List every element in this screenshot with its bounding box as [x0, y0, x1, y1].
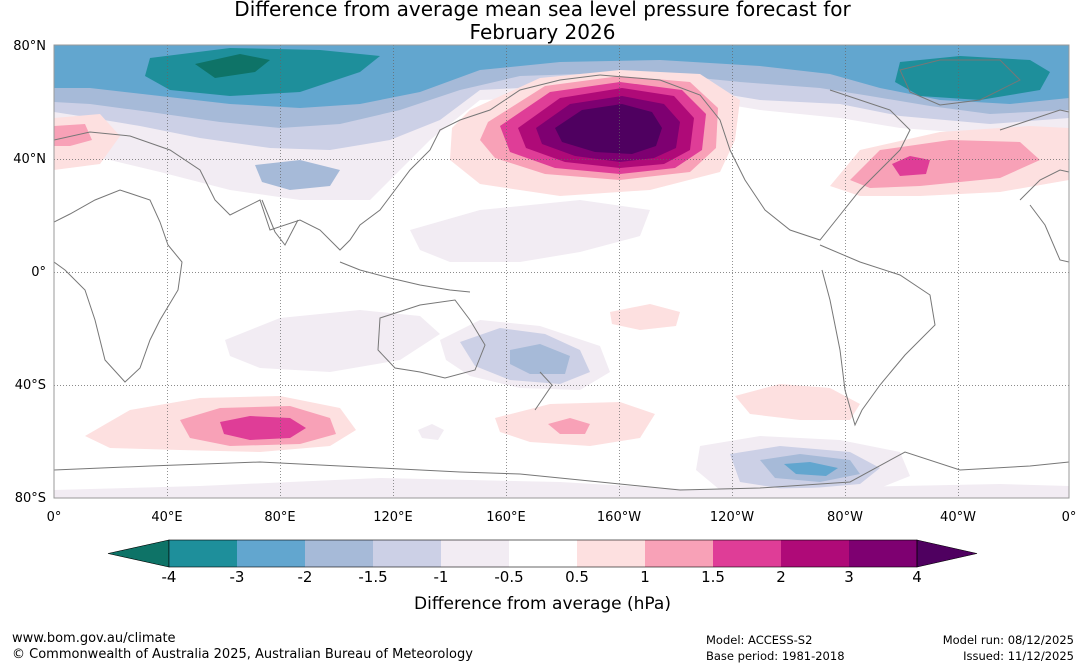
indonesia-coast: [339, 261, 471, 293]
small-low-0.5: [418, 424, 444, 440]
lat-label-80n: 80°N: [13, 39, 46, 54]
colorbar-tick-label: -1.5: [358, 568, 388, 586]
natl-high-1.5: [892, 156, 930, 176]
colorbar-segment: [713, 540, 781, 567]
colorbar-tick-label: -3: [229, 568, 245, 586]
colorbar-segment: [305, 540, 373, 567]
lon-label-0: 0°: [46, 510, 62, 525]
colorbar-tick-label: -0.5: [494, 568, 524, 586]
lon-label-120w: 120°W: [709, 510, 755, 525]
graticule: [54, 45, 1069, 498]
lon-label-40w: 40°W: [940, 510, 976, 525]
footer-copyright: © Commonwealth of Australia 2025, Austra…: [12, 647, 473, 662]
colorbar-frame: [168, 539, 918, 568]
coastlines: [54, 59, 1069, 491]
colorbar-segment: [509, 540, 577, 567]
tasman-low-1.5: [510, 344, 570, 374]
australia-coast: [377, 299, 486, 379]
spac-high-0.5: [610, 304, 680, 330]
arctic-low-4: [195, 54, 270, 78]
colorbar-segment: [781, 540, 849, 567]
map-title-line2: February 2026: [469, 20, 616, 44]
arctic-low-3-west: [145, 48, 380, 96]
tropics-low-0.5: [410, 200, 650, 262]
lon-label-80e: 80°E: [264, 510, 296, 525]
europe-coast: [999, 109, 1069, 201]
lon-label-0-east: 0°: [1061, 510, 1077, 525]
colorbar-segment: [169, 540, 237, 567]
colorbar-tick-label: -4: [161, 568, 177, 586]
lon-label-160w: 160°W: [596, 510, 642, 525]
anomaly-fields: [54, 45, 1069, 498]
footer-model: Model: ACCESS-S2: [706, 633, 813, 647]
ssa-high-0.5: [735, 384, 860, 420]
colorbar-segment: [237, 540, 305, 567]
map-frame: [53, 44, 1070, 499]
colorbar-segment: [645, 540, 713, 567]
antarctica-coast: [54, 451, 1069, 491]
colorbar-tick-label: 0.5: [565, 568, 589, 586]
greenland-coast: [899, 59, 1021, 106]
africa-coast: [54, 189, 183, 383]
asia-low-patch: [255, 160, 340, 190]
colorbar-tick-label: 2: [776, 568, 786, 586]
footer-model-run: Model run: 08/12/2025: [942, 633, 1074, 647]
colorbar-tick-label: 1.5: [701, 568, 725, 586]
map-title-line1: Difference from average mean sea level p…: [234, 0, 851, 21]
indian-low-0.5: [225, 310, 440, 372]
nz-coast: [534, 371, 553, 411]
arctic-low-3-east: [895, 56, 1050, 100]
colorbar-segment: [577, 540, 645, 567]
footer-website: www.bom.gov.au/climate: [12, 631, 176, 646]
lat-label-eq: 0°: [31, 265, 46, 280]
colorbar-tick-label: -2: [297, 568, 313, 586]
lon-label-120e: 120°E: [373, 510, 413, 525]
npac-high-4: [555, 104, 662, 154]
lon-label-40e: 40°E: [151, 510, 183, 525]
colorbar-tick-label: 4: [912, 568, 922, 586]
south-america-coast: [819, 244, 936, 427]
west-high-1: [54, 124, 92, 146]
colorbar-segment: [373, 540, 441, 567]
colorbar-extend-min: [107, 539, 170, 568]
sind-high-1.5: [220, 416, 306, 440]
colorbar-title: Difference from average (hPa): [414, 594, 671, 614]
colorbar-tick-label: 1: [640, 568, 650, 586]
spac-high2-1: [548, 418, 590, 434]
india-coast: [261, 199, 299, 246]
amund-low-2: [784, 462, 838, 476]
colorbar-segment: [441, 540, 509, 567]
colorbar: [107, 539, 978, 568]
footer-issued: Issued: 11/12/2025: [963, 649, 1074, 663]
lat-label-40n: 40°N: [13, 152, 46, 167]
antarctic-weak-0.5: [54, 478, 1069, 498]
colorbar-tick-label: -1: [433, 568, 449, 586]
lat-label-80s: 80°S: [14, 491, 46, 506]
lon-label-160e: 160°E: [486, 510, 526, 525]
north-america-coast: [599, 74, 911, 241]
colorbar-segment: [849, 540, 917, 567]
lat-label-40s: 40°S: [14, 378, 46, 393]
lon-label-80w: 80°W: [827, 510, 863, 525]
eurasia-coast: [54, 74, 601, 251]
colorbar-tick-label: 3: [844, 568, 854, 586]
footer-base-period: Base period: 1981-2018: [706, 649, 845, 663]
africa-east-coast: [1029, 204, 1069, 263]
colorbar-extend-max: [916, 539, 978, 568]
